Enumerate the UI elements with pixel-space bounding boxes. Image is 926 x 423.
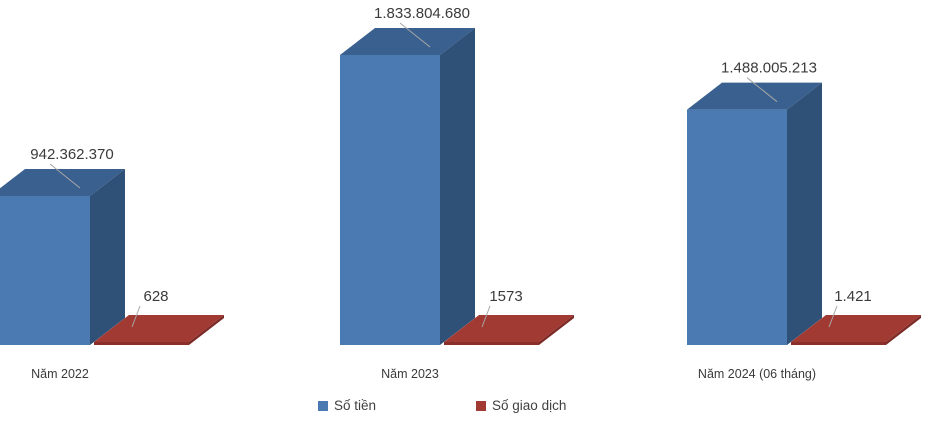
- legend-label-so-giao-dich: Số giao dịch: [492, 398, 567, 413]
- bar-so-tien-side-1[interactable]: [440, 28, 475, 345]
- bar-so-tien-front-1[interactable]: [340, 55, 440, 345]
- bar-so-giao-dich-side-1[interactable]: [539, 315, 574, 345]
- data-label-so-tien-0: 942.362.370: [30, 146, 113, 163]
- bar-so-giao-dich-top-2[interactable]: [791, 315, 921, 342]
- bar-so-giao-dich-side-2[interactable]: [886, 315, 921, 345]
- leader-line-so-tien-2: [746, 77, 778, 103]
- legend-item-so-giao-dich[interactable]: Số giao dịch: [476, 398, 566, 413]
- bar-so-giao-dich-front-1[interactable]: [444, 342, 539, 345]
- chart-canvas: 942.362.370 628 Năm 2022 1.833.804.680 1573 N…: [0, 5, 921, 381]
- data-label-so-giao-dich-0: 628: [143, 288, 168, 305]
- chart-legend: Số tiền Số giao dịch: [318, 398, 566, 413]
- bar-so-tien-top-0[interactable]: [0, 168, 125, 196]
- bar-so-tien-side-0[interactable]: [90, 168, 125, 345]
- data-label-so-tien-1: 1.833.804.680: [374, 5, 470, 22]
- bar-so-giao-dich-front-0[interactable]: [94, 342, 189, 345]
- leader-line-so-tien-0: [49, 163, 81, 189]
- bar-so-tien-front-0[interactable]: [0, 195, 90, 345]
- bar-so-giao-dich-side-0[interactable]: [189, 315, 224, 345]
- bar-so-tien-top-2[interactable]: [687, 82, 822, 110]
- data-label-so-tien-2: 1.488.005.213: [721, 60, 817, 77]
- bar-so-giao-dich-front-2[interactable]: [791, 342, 886, 345]
- leader-line-so-tien-1: [399, 22, 431, 48]
- category-label-2: Năm 2024 (06 tháng): [698, 367, 816, 381]
- category-label-1: Năm 2023: [381, 367, 439, 381]
- legend-item-so-tien[interactable]: Số tiền: [318, 398, 376, 413]
- bar-so-giao-dich-top-1[interactable]: [444, 315, 574, 342]
- bar-so-tien-side-2[interactable]: [787, 82, 822, 346]
- bar-so-tien-front-2[interactable]: [687, 109, 787, 346]
- category-label-0: Năm 2022: [31, 367, 89, 381]
- bar-so-giao-dich-top-0[interactable]: [94, 315, 224, 342]
- data-label-so-giao-dich-1: 1573: [489, 288, 522, 305]
- leader-line-so-giao-dich-0: [131, 305, 141, 328]
- data-label-so-giao-dich-2: 1.421: [834, 288, 872, 305]
- bar-so-tien-top-1[interactable]: [340, 28, 475, 55]
- legend-label-so-tien: Số tiền: [334, 398, 377, 413]
- legend-marker-so-giao-dich-icon: [476, 400, 487, 411]
- leader-line-so-giao-dich-2: [828, 305, 838, 328]
- legend-marker-so-tien-icon: [318, 400, 328, 411]
- leader-line-so-giao-dich-1: [481, 305, 491, 328]
